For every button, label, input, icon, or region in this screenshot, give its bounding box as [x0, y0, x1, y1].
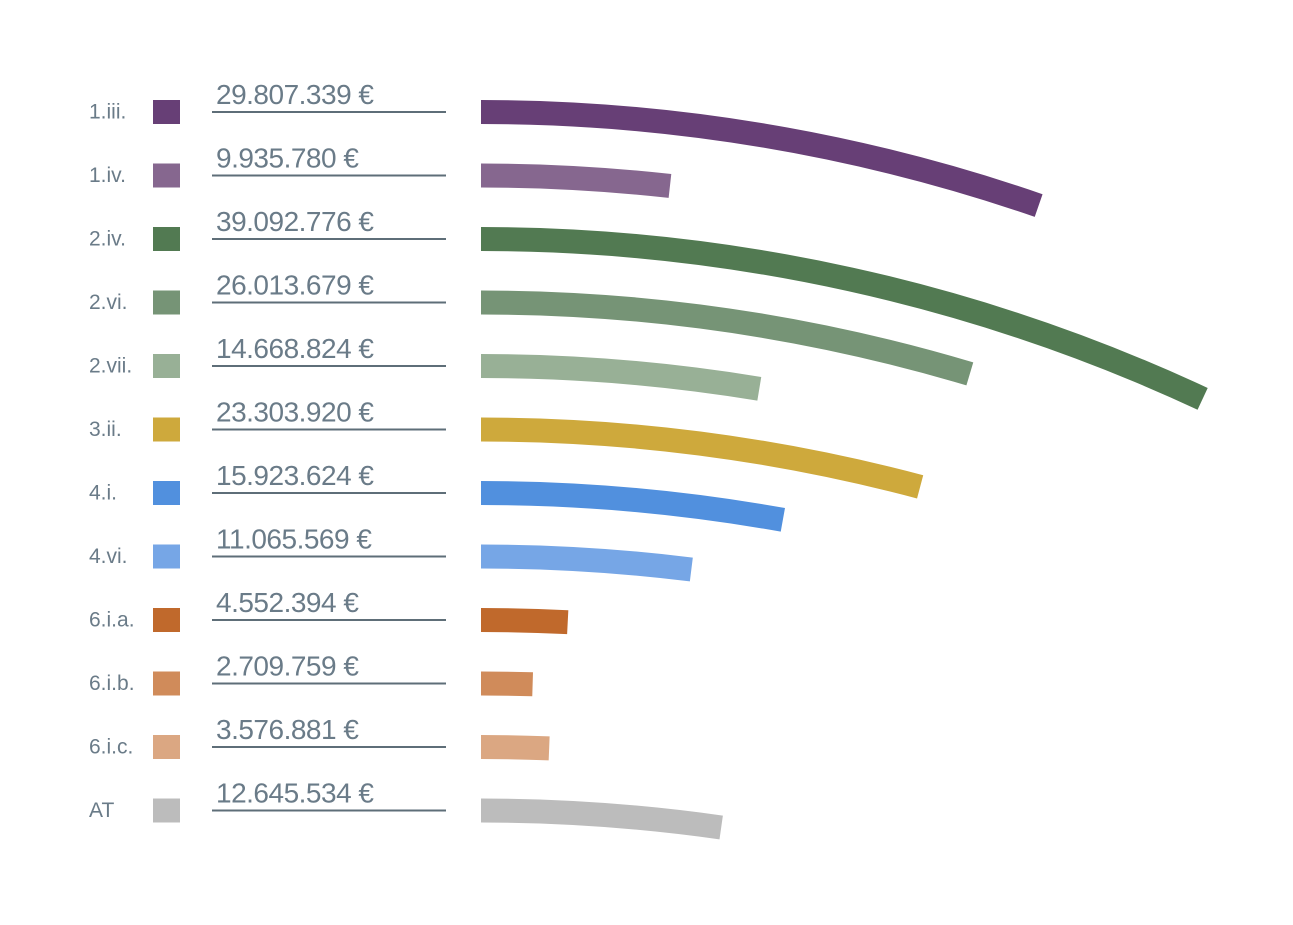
category-label: 6.i.a.	[89, 609, 135, 632]
value-label: 4.552.394 €	[216, 587, 359, 618]
arc-bar	[480, 735, 550, 761]
category-label: 4.vi.	[89, 545, 128, 568]
legend-swatch	[153, 354, 180, 378]
value-label: 23.303.920 €	[216, 397, 374, 428]
value-label: 15.923.624 €	[216, 460, 374, 491]
legend-swatch	[153, 608, 180, 632]
arc-bar	[480, 100, 1043, 217]
category-label: 2.vii.	[89, 355, 132, 378]
category-label: 2.vi.	[89, 291, 128, 314]
category-label: 6.i.b.	[89, 672, 135, 695]
arc-bar	[480, 163, 672, 198]
legend-swatch	[153, 100, 180, 124]
legend-swatch	[153, 163, 180, 188]
category-label: AT	[89, 799, 114, 822]
value-label: 2.709.759 €	[216, 651, 359, 682]
category-label: 6.i.c.	[89, 736, 133, 759]
value-label: 14.668.824 €	[216, 333, 374, 364]
legend-swatch	[153, 544, 180, 569]
value-label: 39.092.776 €	[216, 206, 374, 237]
arc-bar	[480, 608, 569, 635]
value-label: 11.065.569 €	[216, 524, 372, 555]
value-label: 3.576.881 €	[216, 714, 359, 745]
category-label: 1.iii.	[89, 101, 126, 124]
legend-swatch	[153, 671, 180, 696]
arc-bar	[480, 417, 924, 499]
arc-bar	[480, 290, 974, 386]
arc-bar	[480, 227, 1208, 410]
value-label: 29.807.339 €	[216, 79, 374, 110]
legend-swatch	[153, 290, 180, 315]
category-label: 1.iv.	[89, 164, 126, 187]
arc-bar	[480, 544, 693, 582]
arc-bar	[480, 354, 762, 401]
category-label: 4.i.	[89, 482, 117, 505]
legend-swatch	[153, 735, 180, 759]
value-label: 26.013.679 €	[216, 270, 374, 301]
value-label: 12.645.534 €	[216, 778, 374, 809]
legend-swatch	[153, 481, 180, 505]
legend-swatch	[153, 798, 180, 823]
arc-bar	[480, 481, 785, 532]
category-label: 3.ii.	[89, 418, 122, 441]
category-label: 2.iv.	[89, 228, 126, 251]
legend-swatch	[153, 417, 180, 442]
legend-swatch	[153, 227, 180, 251]
arc-bar	[480, 798, 723, 840]
value-label: 9.935.780 €	[216, 143, 359, 174]
arc-bar	[480, 671, 533, 697]
